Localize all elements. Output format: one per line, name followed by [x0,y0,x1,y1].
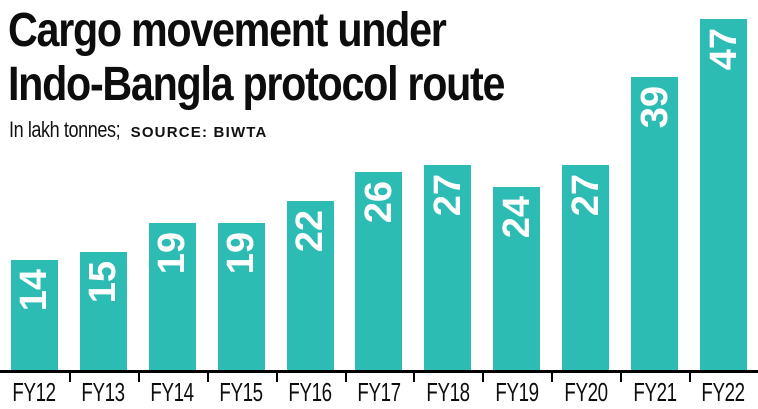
bar-slot: 14 [0,260,69,370]
bar: 27 [424,165,472,370]
x-axis-tick [689,373,691,382]
bar: 22 [286,201,334,370]
x-axis-label-slot: FY17 [345,377,414,408]
bar-slot: 27 [413,165,482,370]
x-axis-label: FY19 [495,377,539,407]
bar: 47 [700,19,748,370]
bar: 14 [10,260,58,370]
x-axis-label: FY16 [288,377,332,407]
x-axis-label-slot: FY22 [689,377,758,408]
x-axis-label: FY21 [632,377,677,407]
x-axis-tick [482,373,484,382]
units-label: In lakh tonnes; [9,116,121,142]
x-axis-label-slot: FY13 [69,377,138,408]
bar-value-label: 15 [82,261,125,304]
bar-slot: 15 [69,252,138,370]
bar: 24 [493,187,541,370]
bar-value-label: 26 [357,181,400,224]
x-axis-tick [345,373,347,382]
bar-value-label: 39 [633,86,676,129]
x-axis-label-slot: FY21 [620,377,689,408]
bar: 19 [148,223,196,370]
x-axis-tick [69,373,71,382]
bar-value-label: 19 [151,232,194,275]
x-axis-label: FY20 [564,377,608,407]
bar-value-label: 14 [13,269,56,312]
bar-value-label: 24 [495,196,538,239]
chart-subtitle: In lakh tonnes; SOURCE: BIWTA [9,117,585,143]
x-axis-line [0,370,758,373]
x-axis-tick [620,373,622,382]
chart-title-line-2: Indo-Bangla protocol route [8,57,505,111]
x-axis-label: FY18 [426,377,470,407]
bar-slot: 19 [138,223,207,370]
bar: 15 [79,252,127,370]
chart-title: Cargo movement under Indo-Bangla protoco… [8,4,585,112]
bar-slot: 24 [482,187,551,370]
bar-value-label: 47 [702,28,745,71]
chart-header: Cargo movement under Indo-Bangla protoco… [8,4,585,143]
bars-container: 14 15 19 19 22 26 27 24 [0,19,758,370]
x-axis-label-slot: FY20 [551,377,620,408]
x-axis-label: FY13 [81,377,126,407]
x-axis-label-slot: FY18 [413,377,482,408]
x-axis-label-slot: FY12 [0,377,69,408]
x-axis-labels: FY12 FY13 FY14 FY15 FY16 FY17 FY18 FY19 … [0,377,758,408]
bar-slot: 39 [620,77,689,370]
x-axis-tick [138,373,140,382]
x-axis-label-slot: FY19 [482,377,551,408]
source-label: SOURCE: BIWTA [130,123,268,141]
bar-slot: 26 [345,172,414,370]
chart-title-line-1: Cargo movement under [8,4,447,57]
bar-value-label: 22 [289,210,332,253]
bar-value-label: 19 [220,232,263,275]
bar: 27 [562,165,610,370]
x-axis-label-slot: FY14 [138,377,207,408]
bar-slot: 19 [207,223,276,370]
x-axis-label: FY22 [701,377,746,407]
x-axis-label-slot: FY16 [276,377,345,408]
bar-value-label: 27 [564,174,607,217]
x-axis-tick [207,373,209,382]
bar-slot: 47 [689,19,758,370]
x-axis-label-slot: FY15 [207,377,276,408]
bar: 26 [355,172,403,370]
bar-slot: 27 [551,165,620,370]
x-axis-tick [413,373,415,382]
bar: 19 [217,223,265,370]
bar-value-label: 27 [426,174,469,217]
x-axis-label: FY14 [150,377,195,407]
x-axis-tick [276,373,278,382]
x-axis-label: FY12 [12,377,57,407]
bar: 39 [631,77,679,370]
x-axis-tick [551,373,553,382]
x-axis-label: FY17 [357,377,401,407]
bar-slot: 22 [276,201,345,370]
x-axis-label: FY15 [219,377,264,407]
